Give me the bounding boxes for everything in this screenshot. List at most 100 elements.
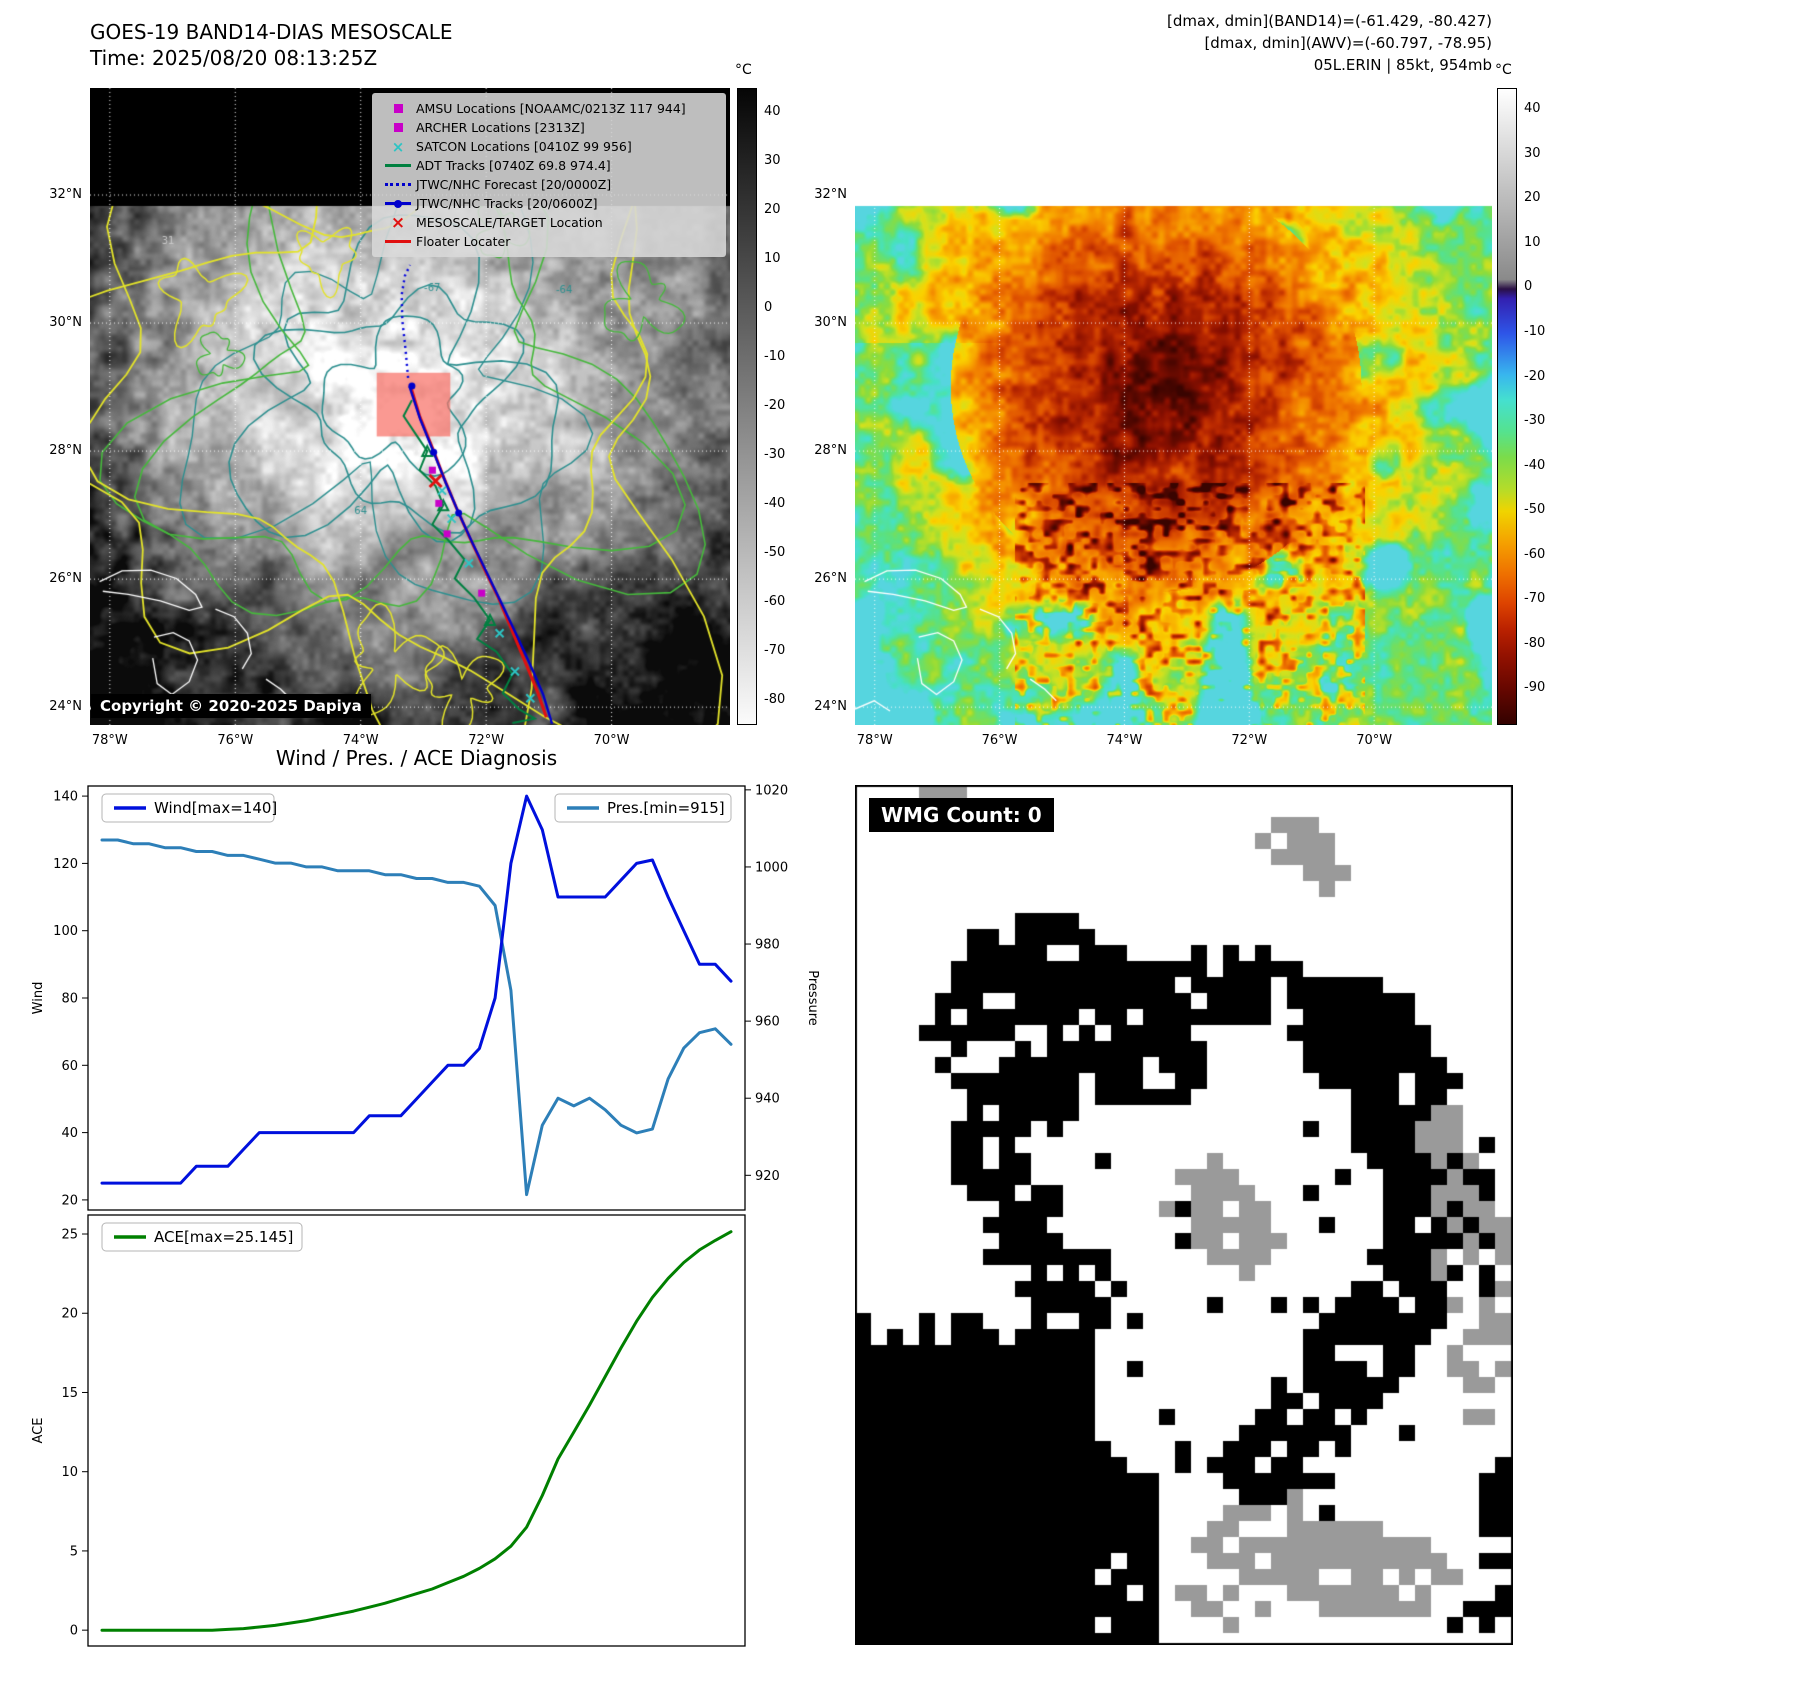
y-tick-label: 40 [61,1126,78,1141]
y-tick-label: 26°N [49,571,82,587]
wind-pressure-chart: 20 40 60 80 100 120 140 Wind 920 940 960 980 1000 102… [31,783,820,1211]
y2-tick-label: 920 [755,1169,780,1184]
line-dot-marker-icon [385,199,411,208]
y-tick-label: 26°N [814,571,847,587]
y-tick-label: 120 [53,857,78,872]
colorbar-tick-label: 40 [764,103,781,119]
legend-item: JTWC/NHC Forecast [20/0000Z] [380,175,718,194]
colorbar-tick-label: -60 [1524,546,1546,562]
x-tick-label: 74°W [1106,733,1143,748]
y-tick-label: 30°N [49,315,82,331]
wmg-count-badge: WMG Count: 0 [869,798,1054,832]
copyright-text: Copyright © 2020-2025 Dapiya [91,694,371,718]
legend-label: JTWC/NHC Forecast [20/0000Z] [416,177,612,192]
x-bold-marker-icon: × [390,212,406,233]
y-tick-label: 0 [70,1624,78,1639]
chart-legend [101,793,275,823]
legend-item: × SATCON Locations [0410Z 99 956] [380,137,718,156]
colorbar-tick-label: -70 [764,642,786,658]
y-tick-label: 28°N [49,443,82,459]
colorbar-tick-label: 30 [764,152,781,168]
line-marker-icon [385,240,411,243]
awv-dmax-dmin-text: [dmax, dmin](AWV)=(-60.797, -78.95) [1204,34,1492,52]
y-tick-label: 28°N [814,443,847,459]
colorbar-unit: °C [735,62,752,78]
colorbar-tick-label: -60 [764,593,786,609]
chart-legend-label: Wind[max=140] [154,799,277,817]
colorbar-tick-label: -20 [1524,368,1546,384]
colorbar-tick-label: 30 [1524,145,1541,161]
legend-item: AMSU Locations [NOAAMC/0213Z 117 944] [380,99,718,118]
ace-line [100,1230,733,1632]
dotted-marker-icon [385,183,411,186]
y2-tick-label: 980 [755,938,780,953]
diagnosis-chart-title: Wind / Pres. / ACE Diagnosis [275,746,558,770]
colorbar-tick-label: -80 [764,691,786,707]
y2-axis-label: Pressure [805,970,820,1026]
y-axis-label: ACE [31,1418,46,1444]
x-tick-label: 72°W [468,733,505,748]
colorbar-tick-label: 10 [764,250,781,266]
y2-tick-label: 1000 [755,860,788,875]
y2-tick-label: 960 [755,1015,780,1030]
colorbar-tick-label: 0 [1524,279,1533,295]
legend-label: SATCON Locations [0410Z 99 956] [416,139,632,154]
y-tick-label: 80 [61,992,78,1007]
y-tick-label: 25 [61,1228,78,1243]
colorbar-tick-label: 40 [1524,101,1541,117]
wind-line [100,794,733,1185]
colorbar-tick-label: -10 [1524,324,1546,339]
y-tick-label: 10 [61,1465,78,1480]
x-tick-label: 78°W [856,733,893,748]
x-tick-label: 76°W [217,733,254,748]
y-tick-label: 15 [61,1386,78,1401]
y2-tick-label: 940 [755,1092,780,1107]
colorbar-tick-label: -90 [1524,680,1546,696]
legend-marker [380,199,416,208]
band14-dmax-dmin-text: [dmax, dmin](BAND14)=(-61.429, -80.427) [1167,12,1492,30]
y-tick-label: 60 [61,1059,78,1074]
legend-item: × MESOSCALE/TARGET Location [380,213,718,232]
square-marker-icon [393,123,403,132]
x-tick-label: 72°W [1231,733,1268,748]
chart-legend [101,1222,303,1252]
legend-marker: × [380,139,416,154]
legend-item: ADT Tracks [0740Z 69.8 974.4] [380,156,718,175]
colorbar-tick-label: -50 [764,544,786,560]
legend-marker [380,104,416,113]
awv-colorbar [1497,88,1517,725]
chart-legend-label: Pres.[min=915] [607,799,725,817]
legend-marker: × [380,212,416,233]
colorbar-tick-label: 10 [1524,234,1541,250]
x-tick-label: 78°W [91,733,128,748]
legend-label: AMSU Locations [NOAAMC/0213Z 117 944] [416,101,686,116]
legend-item: Floater Locater [380,232,718,251]
chart-legend [554,793,732,823]
legend-label: MESOSCALE/TARGET Location [416,215,603,230]
colorbar-tick-label: 0 [764,299,773,315]
y-tick-label: 5 [70,1544,78,1559]
x-tick-label: 70°W [593,733,630,748]
colorbar-tick-label: -20 [764,397,786,413]
band14-colorbar [737,88,757,725]
legend-item: JTWC/NHC Tracks [20/0600Z] [380,194,718,213]
y-tick-label: 32°N [49,187,82,203]
legend-label: ARCHER Locations [2313Z] [416,120,585,135]
x-tick-label: 74°W [342,733,379,748]
y-tick-label: 20 [61,1307,78,1322]
pressure-line [100,838,733,1197]
colorbar-tick-label: 20 [1524,190,1541,206]
y-tick-label: 32°N [814,187,847,203]
colorbar-tick-label: 20 [764,201,781,217]
y-tick-label: 140 [53,790,78,805]
x-tick-label: 76°W [981,733,1018,748]
y-tick-label: 20 [61,1193,78,1208]
legend-marker [380,123,416,132]
colorbar-tick-label: -70 [1524,591,1546,607]
colorbar-tick-label: -50 [1524,502,1546,518]
y-tick-label: 24°N [49,699,82,715]
colorbar-unit: °C [1495,62,1512,78]
colorbar-tick-label: -30 [1524,413,1546,429]
colorbar-tick-label: -80 [1524,635,1546,651]
